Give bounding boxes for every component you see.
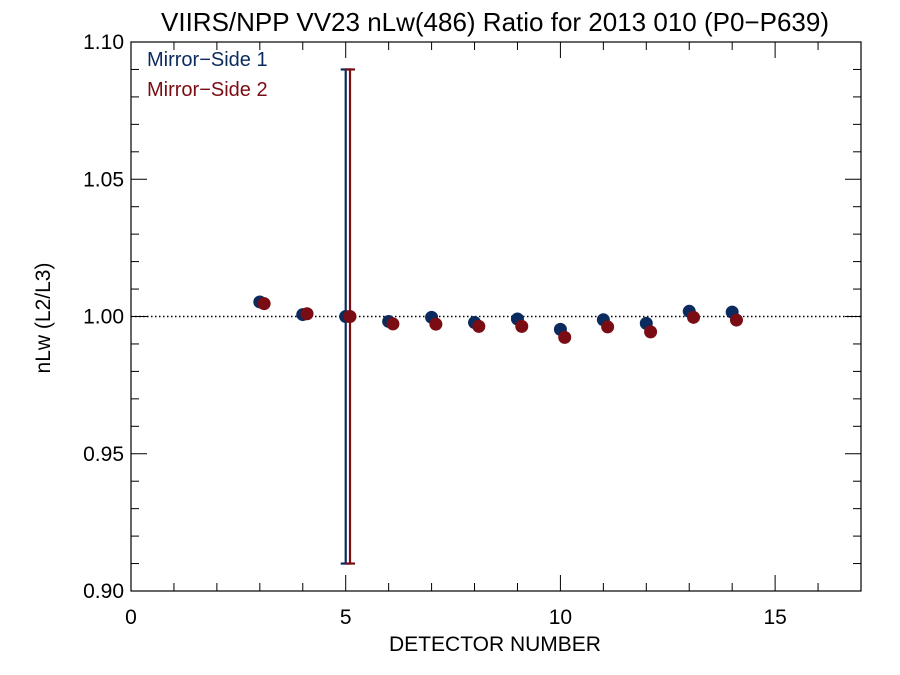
x-tick-label: 5 [340,606,352,629]
chart-title: VIIRS/NPP VV23 nLw(486) Ratio for 2013 0… [161,7,829,37]
data-point-series-2 [472,319,486,333]
data-point-series-2 [601,320,615,334]
data-point-series-2 [687,310,701,324]
x-tick-labels: 0 5 10 15 [125,606,787,629]
data-point-series-2 [257,297,271,311]
legend-entry-mirror-side-2: Mirror−Side 2 [147,79,268,101]
x-tick-label: 15 [763,606,786,629]
plot-frame [130,41,862,592]
data-point-series-2 [429,317,443,331]
data-points [253,295,743,344]
y-tick-label: 0.90 [83,580,124,603]
y-axis-label: nLw (L2/L3) [32,263,55,374]
data-point-series-2 [343,310,357,323]
x-tick-label: 10 [549,606,572,629]
y-tick-label: 1.05 [83,168,124,191]
x-tick-label: 0 [125,606,137,629]
data-point-series-2 [386,317,400,331]
data-point-series-2 [729,313,743,327]
y-tick-label: 1.10 [83,31,124,54]
data-point-series-2 [558,330,572,344]
x-axis-label: DETECTOR NUMBER [389,633,601,656]
y-tick-label: 1.00 [83,306,124,329]
legend: Mirror−Side 1 Mirror−Side 2 [147,49,268,101]
data-point-series-2 [515,319,529,333]
y-tick-label: 0.95 [83,443,124,466]
y-tick-labels: 0.90 0.95 1.00 1.05 1.10 [83,31,124,603]
data-point-series-2 [300,307,314,321]
legend-entry-mirror-side-1: Mirror−Side 1 [147,49,268,71]
minor-ticks [131,42,861,591]
data-point-series-2 [644,325,658,339]
